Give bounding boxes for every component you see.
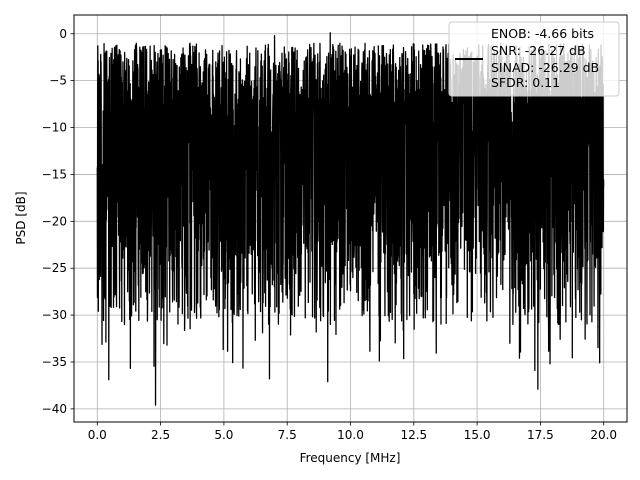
legend-line-enob: ENOB: -4.66 bits — [491, 26, 594, 41]
legend-line-sfdr: SFDR: 0.11 — [491, 75, 560, 90]
y-tick-label: −35 — [42, 355, 67, 369]
y-tick-label: 0 — [59, 27, 67, 41]
x-tick-label: 2.5 — [151, 428, 170, 442]
legend: ENOB: -4.66 bits SNR: -26.27 dB SINAD: -… — [448, 21, 620, 97]
x-tick-label: 0.0 — [88, 428, 107, 442]
x-axis-label: Frequency [MHz] — [300, 451, 401, 465]
x-tick-label: 5.0 — [214, 428, 233, 442]
y-tick-label: −20 — [42, 214, 67, 228]
y-tick-label: −5 — [49, 74, 67, 88]
y-tick-label: −25 — [42, 261, 67, 275]
psd-series-line — [96, 32, 605, 406]
y-axis-label: PSD [dB] — [14, 191, 28, 244]
y-tick-label: −15 — [42, 167, 67, 181]
y-tick-label: −40 — [42, 402, 67, 416]
x-axis-ticks: 0.0 2.5 5.0 7.5 10.0 12.5 15.0 17.5 20.0 — [88, 422, 617, 442]
y-tick-label: −30 — [42, 308, 67, 322]
psd-series — [96, 32, 605, 406]
x-tick-label: 17.5 — [527, 428, 554, 442]
x-tick-label: 10.0 — [337, 428, 364, 442]
legend-box — [448, 21, 620, 97]
x-tick-label: 7.5 — [278, 428, 297, 442]
x-tick-label: 12.5 — [400, 428, 427, 442]
y-tick-label: −10 — [42, 121, 67, 135]
x-tick-label: 15.0 — [464, 428, 491, 442]
y-axis-ticks: 0 −5 −10 −15 −20 −25 −30 −35 −40 — [42, 27, 74, 416]
legend-line-snr: SNR: -26.27 dB — [491, 43, 586, 58]
x-tick-label: 20.0 — [590, 428, 617, 442]
legend-line-sinad: SINAD: -26.29 dB — [491, 60, 599, 75]
